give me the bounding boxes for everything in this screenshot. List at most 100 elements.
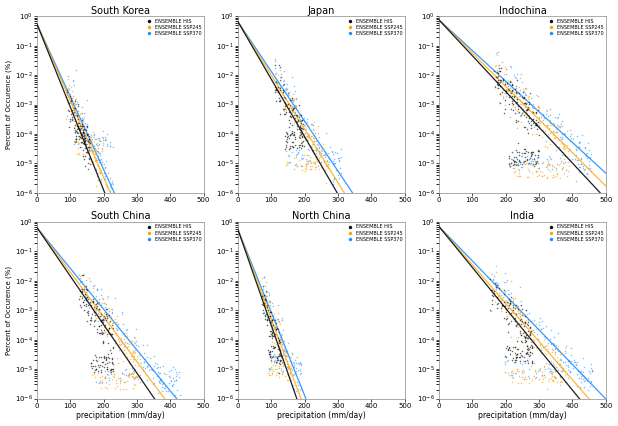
Point: [101, 303, 111, 310]
Point: [522, 153, 531, 159]
Point: [92, 300, 102, 307]
Point: [78, 133, 88, 140]
Point: [281, 98, 290, 105]
Point: [548, 360, 558, 367]
Point: [124, 370, 133, 377]
Point: [88, 309, 98, 316]
Point: [83, 138, 93, 145]
Point: [328, 158, 337, 165]
Point: [298, 154, 308, 161]
Point: [265, 312, 275, 319]
Point: [552, 354, 562, 360]
Point: [258, 285, 268, 292]
Point: [276, 333, 286, 340]
Point: [170, 366, 180, 372]
Point: [98, 134, 108, 141]
Point: [165, 374, 175, 380]
Point: [86, 141, 96, 147]
Point: [520, 312, 530, 319]
Point: [274, 352, 284, 359]
Point: [507, 347, 517, 354]
Point: [159, 370, 169, 377]
Point: [515, 312, 525, 319]
Point: [512, 125, 522, 132]
Point: [283, 364, 293, 371]
Point: [486, 286, 496, 293]
Point: [297, 133, 307, 140]
Point: [510, 370, 520, 377]
Point: [513, 308, 523, 314]
Point: [523, 161, 533, 167]
Point: [512, 351, 522, 358]
Point: [265, 350, 275, 357]
Point: [292, 126, 302, 133]
Point: [307, 121, 317, 128]
Point: [79, 114, 89, 121]
Point: [507, 78, 517, 85]
Point: [128, 370, 138, 377]
Point: [512, 366, 522, 373]
Point: [329, 175, 339, 182]
Point: [328, 181, 337, 188]
Point: [493, 85, 503, 92]
Point: [501, 71, 510, 78]
Point: [121, 366, 130, 373]
Point: [98, 316, 108, 322]
Point: [559, 143, 569, 150]
Point: [509, 316, 519, 322]
Point: [121, 366, 131, 372]
Point: [80, 134, 90, 141]
Point: [520, 158, 530, 164]
Point: [122, 340, 132, 347]
Point: [89, 134, 99, 141]
Point: [505, 85, 515, 92]
Point: [502, 312, 512, 319]
Point: [108, 361, 117, 368]
Point: [516, 351, 526, 358]
Point: [82, 145, 92, 152]
Point: [520, 360, 530, 366]
Point: [82, 131, 92, 138]
Point: [92, 286, 102, 293]
Point: [290, 141, 300, 148]
Point: [131, 372, 141, 379]
Point: [533, 103, 543, 109]
Point: [491, 278, 501, 285]
Point: [79, 135, 89, 142]
Point: [583, 367, 593, 374]
Point: [166, 378, 176, 385]
Point: [527, 156, 537, 163]
Point: [328, 149, 337, 155]
Point: [554, 110, 564, 117]
Point: [506, 334, 516, 340]
Point: [514, 310, 524, 317]
Point: [302, 118, 312, 125]
Point: [282, 158, 292, 165]
Point: [88, 297, 98, 304]
Point: [260, 302, 269, 308]
Point: [279, 89, 289, 96]
Point: [522, 155, 531, 162]
Point: [562, 147, 572, 154]
Point: [99, 321, 109, 328]
Point: [295, 385, 305, 391]
Point: [75, 134, 85, 141]
Point: [70, 135, 80, 142]
Point: [297, 126, 307, 133]
Point: [273, 369, 283, 376]
Point: [111, 330, 121, 337]
Point: [518, 88, 528, 95]
Point: [106, 330, 116, 337]
Point: [273, 72, 283, 78]
Point: [530, 122, 540, 129]
Point: [153, 368, 163, 375]
Point: [156, 375, 166, 382]
Point: [169, 374, 179, 381]
Point: [502, 298, 512, 305]
Point: [269, 344, 279, 351]
Point: [89, 138, 99, 145]
Point: [79, 126, 89, 133]
Point: [68, 76, 78, 83]
Point: [172, 387, 182, 394]
Point: [269, 351, 279, 358]
